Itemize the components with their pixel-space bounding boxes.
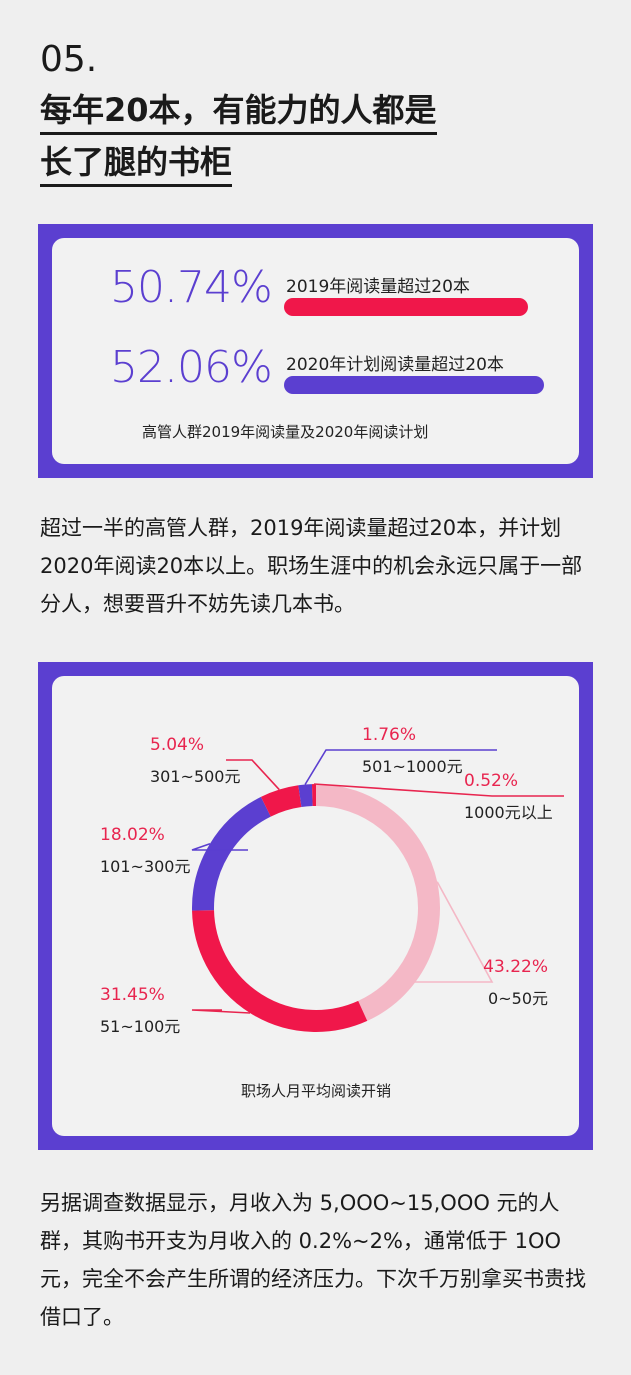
- stat-2020-label: 2020年计划阅读量超过20本: [286, 355, 504, 375]
- spending-donut-chart: 43.22% 0~50元 31.45% 51~100元 18.02% 101~300元 5.…: [100, 725, 564, 1100]
- slice-percent-label-5: 0.52%: [464, 771, 518, 791]
- donut-slice-0: [315, 784, 440, 1021]
- donut-slice-2: [192, 796, 271, 911]
- leader-line-0: [408, 881, 494, 983]
- reading-stats-card: [38, 224, 593, 478]
- leader-line-3: [226, 759, 280, 791]
- slice-percent-label-4: 1.76%: [362, 725, 416, 745]
- slice-percent-label-0: 43.22%: [483, 957, 548, 977]
- leader-line-4: [304, 749, 497, 785]
- slice-category-label-0: 0~50元: [488, 989, 548, 1008]
- spending-chart-card: [38, 662, 593, 1150]
- spending-chart-card-inner: [52, 676, 579, 1136]
- slice-category-label-4: 501~1000元: [362, 757, 463, 776]
- paragraph-1: 超过一半的高管人群，2019年阅读量超过20本，并计划2020年阅读20本以上。…: [40, 516, 583, 616]
- slice-category-label-3: 301~500元: [150, 767, 241, 786]
- section-title-line-1: 每年20本，有能力的人都是: [40, 90, 437, 135]
- leader-line-2: [191, 842, 248, 851]
- slice-percent-label-2: 18.02%: [100, 825, 165, 845]
- stat-2020-percent: 52.06%: [110, 342, 273, 393]
- donut-slice-4: [298, 784, 313, 808]
- slice-category-label-2: 101~300元: [100, 857, 191, 876]
- donut-slice-3: [260, 785, 302, 817]
- slice-category-label-5: 1000元以上: [464, 803, 553, 822]
- reading-stats-card-inner: [52, 238, 579, 464]
- donut-slice-1: [192, 909, 368, 1032]
- stat-2019-bar: [284, 298, 528, 316]
- chart-title: 职场人月平均阅读开销: [241, 1082, 391, 1100]
- leader-line-1: [191, 1009, 251, 1014]
- slice-percent-label-1: 31.45%: [100, 985, 165, 1005]
- paragraph-2: 另据调查数据显示，月收入为 5,OOO~15,OOO 元的人群，其购书开支为月收…: [40, 1191, 586, 1329]
- section-number: 05.: [40, 39, 98, 80]
- section-title-line-2: 长了腿的书柜: [40, 142, 233, 187]
- reading-stats-caption: 高管人群2019年阅读量及2020年阅读计划: [142, 423, 429, 441]
- slice-percent-label-3: 5.04%: [150, 735, 204, 755]
- slice-category-label-1: 51~100元: [100, 1017, 180, 1036]
- leader-line-5: [313, 783, 564, 797]
- stat-2019-label: 2019年阅读量超过20本: [286, 277, 470, 297]
- stat-2019-percent: 50.74%: [110, 262, 273, 313]
- stat-2020-bar: [284, 376, 544, 394]
